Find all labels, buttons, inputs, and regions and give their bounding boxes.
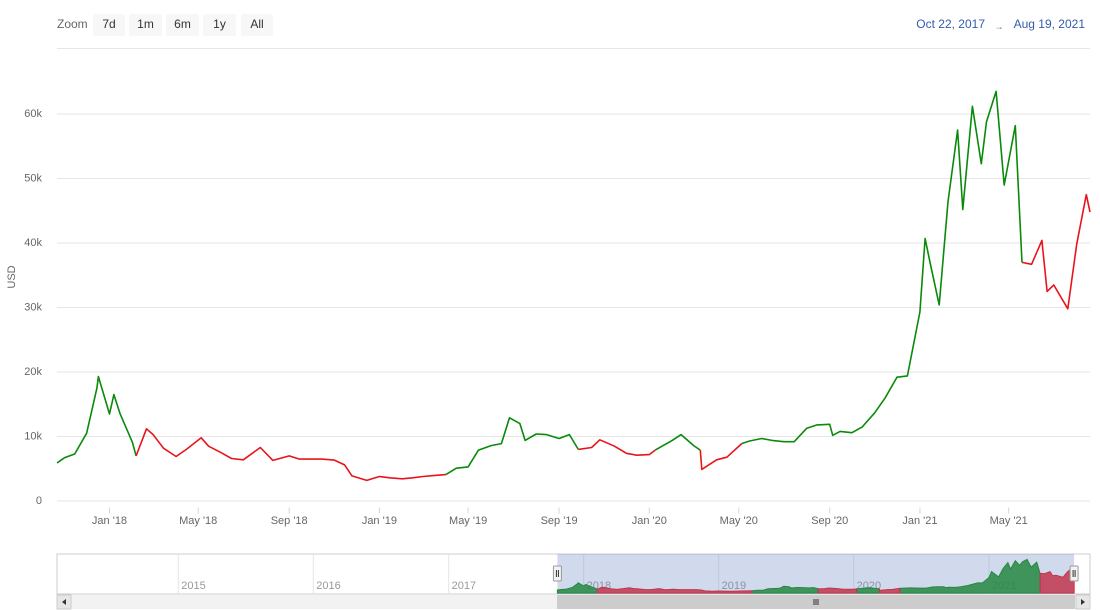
price-line [135, 193, 1091, 482]
navigator-tick-label: 2017 [452, 580, 476, 592]
y-tick-label: 30k [24, 301, 42, 313]
navigator-area [751, 585, 819, 594]
navigator-handle-grip [1072, 570, 1076, 577]
navigator-tick-label: 2015 [181, 580, 205, 592]
y-tick-label: 20k [24, 366, 42, 378]
x-tick-label: Jan '18 [92, 515, 127, 527]
x-tick-label: May '19 [449, 515, 487, 527]
navigator-area [817, 587, 858, 594]
navigator-area [899, 558, 1041, 594]
x-tick-label: Sep '18 [271, 515, 308, 527]
range-from[interactable]: Oct 22, 2017 [916, 17, 985, 31]
scroll-left-arrow [62, 599, 66, 605]
range-separator: → [995, 21, 1004, 31]
zoom-button[interactable] [129, 14, 162, 36]
zoom-button[interactable] [241, 14, 273, 36]
zoom-button-label[interactable]: 1m [137, 17, 154, 31]
range-to[interactable]: Aug 19, 2021 [1014, 17, 1086, 31]
navigator-tick-label: 2019 [722, 580, 746, 592]
x-tick-label: May '18 [179, 515, 217, 527]
zoom-button-label[interactable]: 7d [102, 17, 115, 31]
scroll-right-arrow [1081, 599, 1085, 605]
zoom-button[interactable] [203, 14, 236, 36]
navigator-area [596, 586, 753, 594]
x-tick-label: May '20 [720, 515, 758, 527]
navigator-area [878, 587, 901, 594]
x-tick-label: Sep '19 [541, 515, 578, 527]
y-tick-label: 60k [24, 108, 42, 120]
price-line [56, 90, 1023, 476]
y-tick-label: 40k [24, 237, 42, 249]
scrollbar-grip [813, 599, 819, 605]
zoom-button-label[interactable]: 1y [213, 17, 226, 31]
y-tick-label: 50k [24, 172, 42, 184]
navigator-handle[interactable] [1069, 565, 1079, 582]
navigator-selection[interactable] [557, 554, 1075, 594]
zoom-buttons: 7d 1m 6m 1y All [93, 14, 273, 36]
navigator-tick-label: 2016 [316, 580, 340, 592]
x-tick-label: Jan '21 [902, 515, 937, 527]
x-tick-label: Jan '20 [632, 515, 667, 527]
zoom-button-label[interactable]: All [250, 17, 263, 31]
x-tick-label: Jan '19 [362, 515, 397, 527]
x-tick-label: May '21 [990, 515, 1028, 527]
y-tick-label: 0 [36, 495, 42, 507]
zoom-button[interactable] [166, 14, 199, 36]
zoom-label: Zoom [57, 17, 88, 31]
zoom-button[interactable] [93, 14, 125, 36]
y-tick-label: 10k [24, 430, 42, 442]
y-axis-title: USD [6, 265, 18, 288]
zoom-button-label[interactable]: 6m [174, 17, 191, 31]
x-tick-label: Sep '20 [811, 515, 848, 527]
navigator-handle-grip [555, 570, 559, 577]
navigator-handle[interactable] [552, 565, 562, 582]
